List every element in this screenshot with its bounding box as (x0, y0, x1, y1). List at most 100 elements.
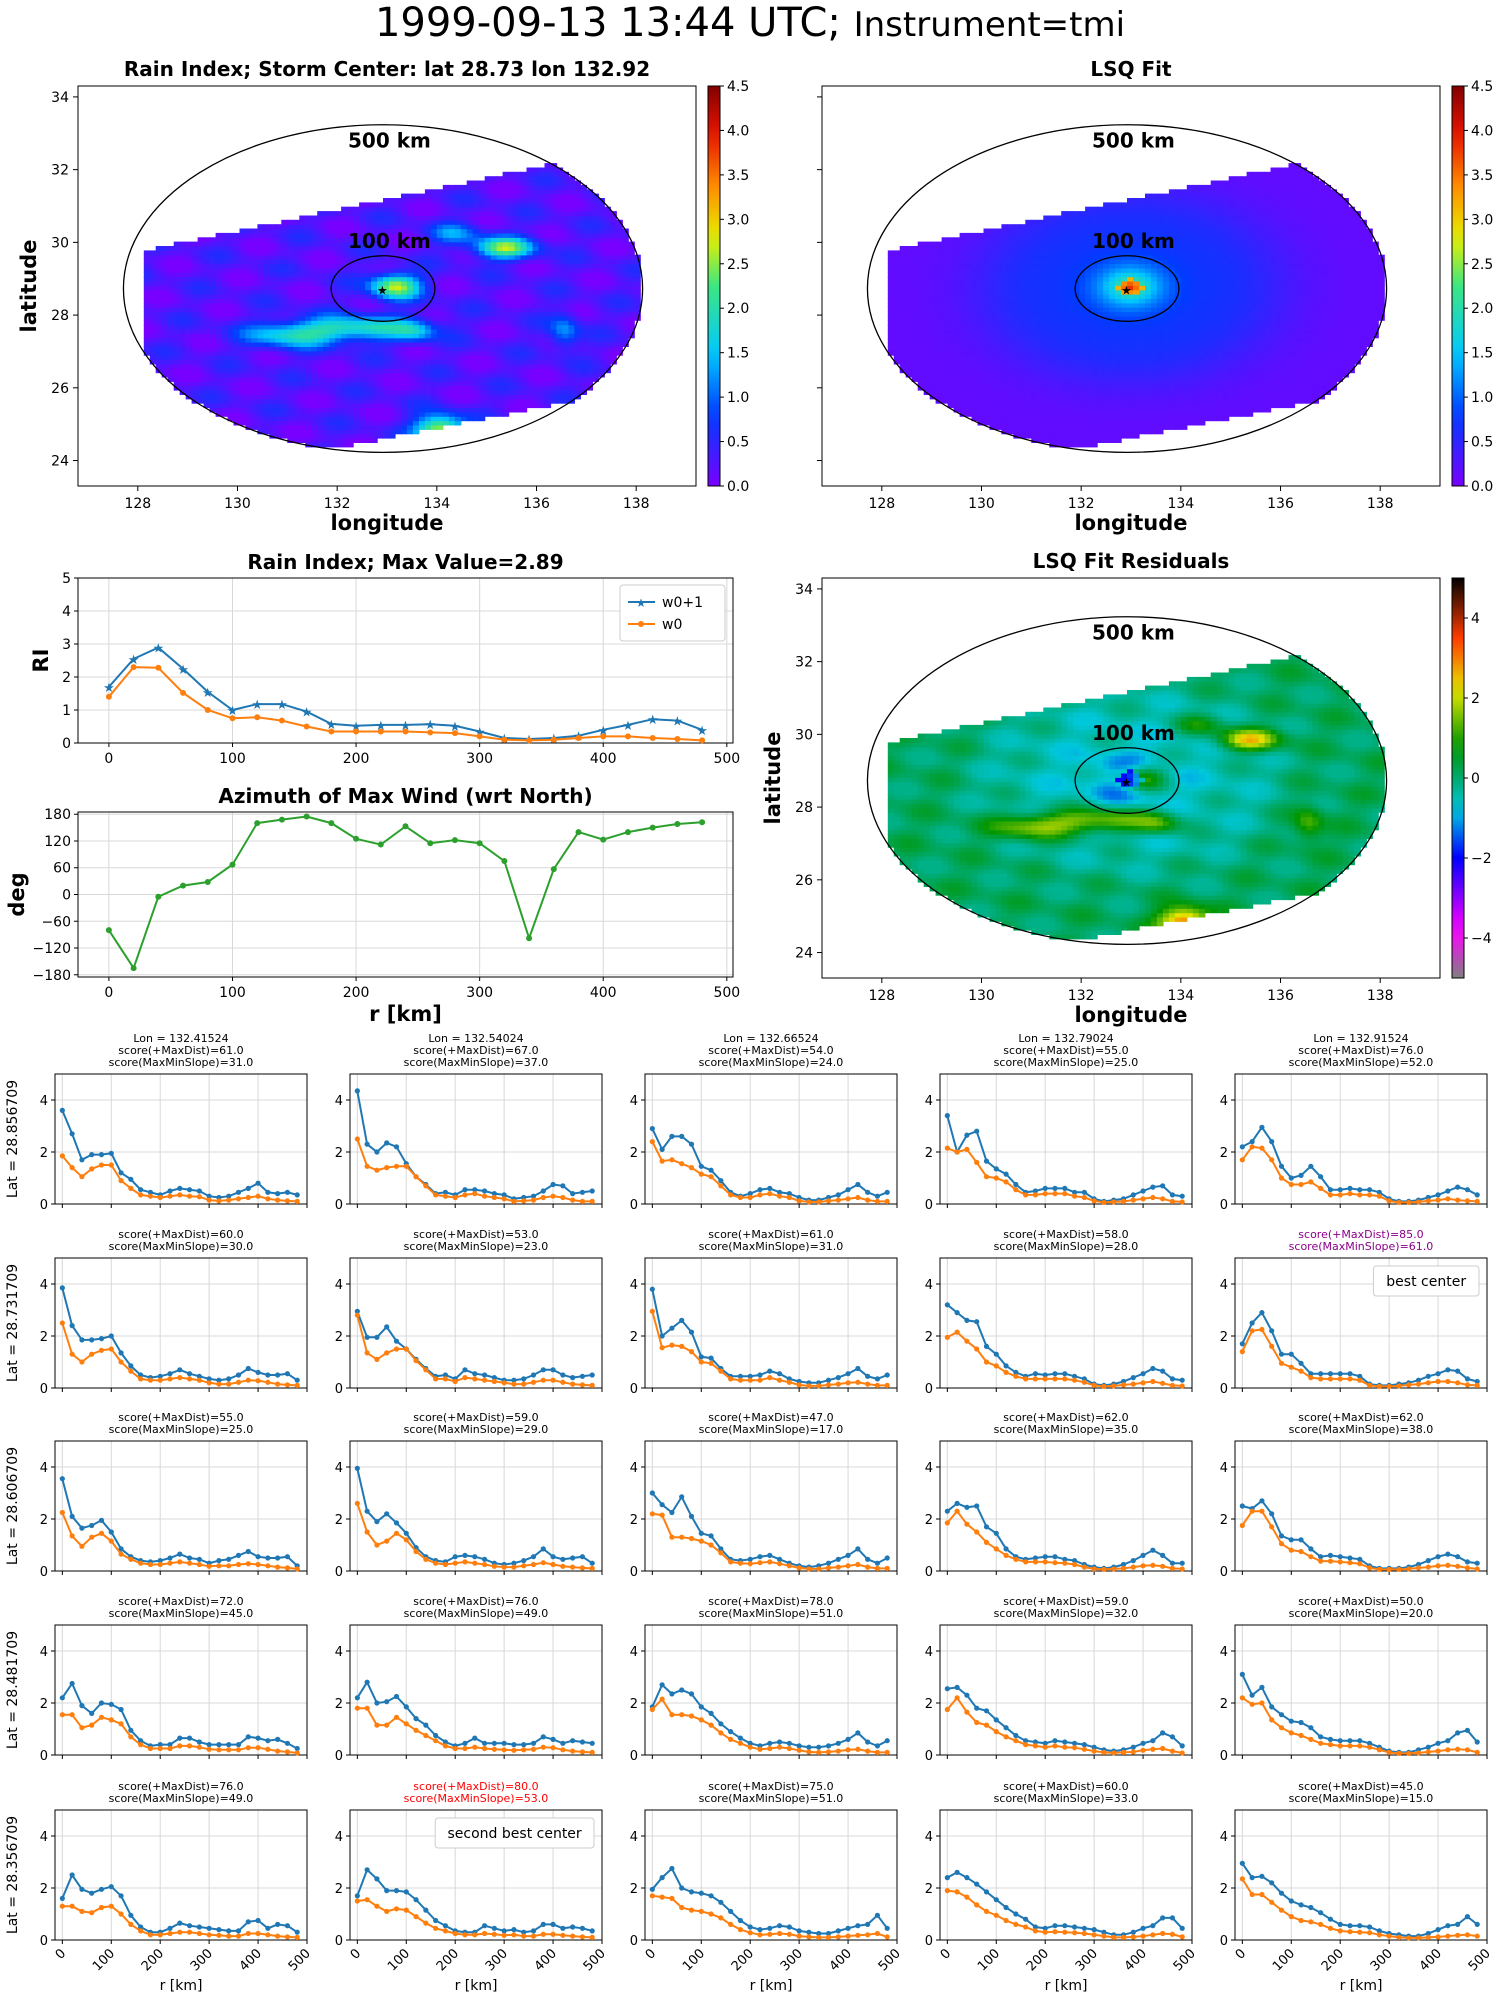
data-point (1278, 1725, 1285, 1731)
data-point (1278, 1907, 1285, 1913)
data-point (944, 1113, 950, 1119)
data-point (1464, 1914, 1471, 1920)
data-point (1032, 1555, 1039, 1561)
data-point (776, 1371, 783, 1377)
data-point (845, 1371, 851, 1377)
data-point (452, 1560, 458, 1566)
data-point (757, 1560, 763, 1566)
data-point (196, 1373, 202, 1379)
data-point (128, 1734, 134, 1740)
data-point (550, 1377, 556, 1383)
data-point (865, 1189, 871, 1195)
data-point (374, 1167, 380, 1173)
colorbar-tick-label: 2.5 (727, 257, 749, 273)
data-point (481, 1372, 488, 1378)
data-point (196, 1561, 202, 1568)
data-point (1013, 1732, 1019, 1739)
cell-annotation: score(+MaxDist)=62.0 (1298, 1411, 1423, 1424)
data-point (186, 1743, 193, 1749)
axes-frame (644, 1073, 898, 1205)
data-point (245, 1734, 251, 1740)
data-point (265, 1563, 271, 1569)
chart-cell-2-3: 024score(+MaxDist)=62.0score(MaxMinSlope… (925, 1411, 1193, 1580)
data-point (255, 1554, 261, 1560)
data-point (1445, 1562, 1451, 1568)
data-point (89, 1534, 95, 1540)
legend-label: w0 (662, 617, 682, 633)
data-point (69, 1712, 75, 1718)
x-tick-label: 0 (104, 751, 113, 767)
y-tick-label: 2 (925, 1146, 933, 1161)
data-point (954, 1508, 960, 1514)
data-point (974, 1902, 980, 1908)
y-tick-label: 0 (630, 1749, 638, 1764)
data-point (1474, 1933, 1480, 1939)
data-point (402, 823, 409, 830)
data-point (521, 1558, 527, 1564)
data-point (1396, 1750, 1402, 1757)
data-point (540, 1194, 546, 1201)
data-point (718, 1178, 724, 1184)
x-tick-label: 400 (1417, 1946, 1445, 1974)
data-point (1160, 1380, 1166, 1386)
data-point (462, 1375, 468, 1381)
data-point (1179, 1934, 1185, 1940)
data-point (688, 1329, 695, 1335)
map-axes-frame (77, 85, 697, 487)
cell-annotation: score(MaxMinSlope)=25.0 (109, 1423, 254, 1436)
y-tick-label: 4 (40, 1461, 48, 1476)
data-point (560, 1183, 566, 1189)
data-point (530, 1740, 537, 1746)
data-point (216, 1381, 222, 1387)
data-point (1140, 1188, 1146, 1194)
data-point (462, 1745, 468, 1752)
data-point (1337, 1192, 1343, 1198)
data-point (845, 1933, 851, 1939)
data-point (669, 1691, 675, 1697)
data-point (130, 965, 137, 972)
data-point (108, 1529, 114, 1535)
data-point (1259, 1145, 1265, 1151)
data-point (1455, 1368, 1461, 1374)
data-point (403, 1163, 409, 1169)
data-point (1052, 1554, 1058, 1560)
data-point (1081, 1746, 1087, 1752)
data-point (98, 1162, 105, 1168)
data-point (1318, 1174, 1324, 1180)
data-point (767, 1740, 773, 1746)
data-point (1150, 1932, 1156, 1938)
y-axis-label: Lat = 28.356709 (5, 1816, 21, 1934)
y-tick-label: 2 (40, 1330, 48, 1345)
data-point (855, 1730, 861, 1736)
data-point (89, 1522, 95, 1529)
x-tick-label: 130 (968, 988, 995, 1004)
data-point (1366, 1924, 1373, 1930)
cell-annotation: score(+MaxDist)=78.0 (708, 1595, 833, 1608)
data-point (128, 1727, 134, 1733)
data-point (1169, 1198, 1176, 1204)
map-axes-frame (821, 85, 1441, 487)
data-point (718, 1899, 724, 1905)
data-point (659, 1146, 665, 1152)
data-point (816, 1934, 822, 1940)
data-point (1298, 1181, 1304, 1188)
cell-annotation: score(MaxMinSlope)=24.0 (699, 1056, 844, 1069)
figure-title-time: 1999-09-13 13:44 UTC; (374, 0, 841, 46)
data-point (284, 1554, 291, 1560)
data-point (993, 1729, 999, 1735)
data-point (1298, 1172, 1304, 1178)
data-point (138, 1738, 144, 1744)
data-point (442, 1561, 449, 1568)
data-point (757, 1187, 763, 1193)
data-point (79, 1886, 85, 1892)
data-point (1062, 1739, 1068, 1745)
data-point (1278, 1541, 1285, 1547)
data-point (284, 1565, 291, 1571)
data-point (374, 1149, 380, 1155)
data-point (491, 1563, 497, 1569)
data-point-star: ★ (301, 706, 313, 721)
data-point (79, 1157, 85, 1163)
chart-cell-2-2: 024score(+MaxDist)=47.0score(MaxMinSlope… (630, 1411, 898, 1580)
